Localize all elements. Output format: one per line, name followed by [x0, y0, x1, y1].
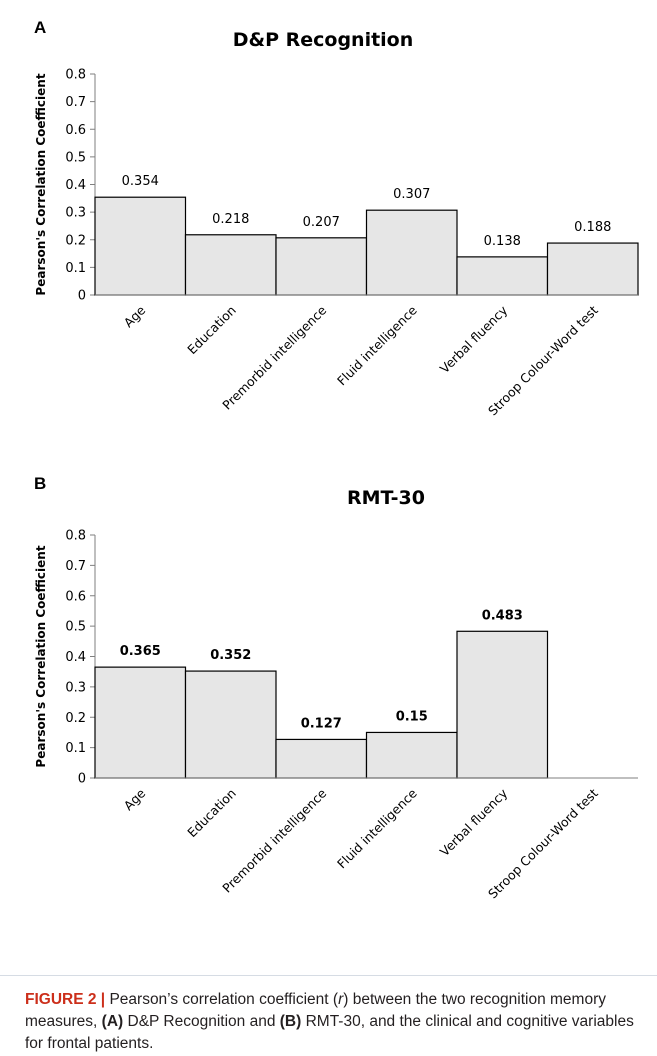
figure-label: FIGURE 2 |	[25, 991, 106, 1008]
chart-a-data-label: 0.207	[303, 215, 340, 230]
chart-b-data-label: 0.365	[120, 644, 161, 659]
chart-a-category-label: Age	[121, 302, 149, 330]
chart-b-y-tick-label: 0.6	[65, 589, 86, 604]
chart-a-bar	[275, 237, 368, 296]
chart-b-bar	[365, 731, 458, 779]
chart-b-y-tick-label: 0.3	[65, 680, 86, 695]
chart-b-data-label: 0.483	[482, 608, 523, 623]
chart-a-y-tick-label: 0.8	[65, 68, 86, 83]
chart-b-category-label: Age	[121, 785, 149, 813]
chart-b-y-axis-label: Pearson's Correlation Coefficient	[34, 545, 48, 767]
chart-a-data-label: 0.307	[393, 187, 430, 202]
chart-a-category-label: Education	[184, 303, 239, 358]
chart-a-category-label: Premorbid intelligence	[219, 302, 329, 412]
chart-a-y-tick-label: 0.3	[65, 206, 86, 221]
figure-caption: FIGURE 2 | Pearson’s correlation coeffic…	[25, 989, 640, 1055]
chart-b-category-label: Education	[184, 786, 239, 841]
chart-a-y-tick-label: 0	[78, 289, 86, 304]
chart-a-y-tick-label: 0.6	[65, 123, 86, 138]
chart-a-category-label: Verbal fluency	[437, 302, 511, 376]
chart-b-y-tick-label: 0.1	[65, 741, 86, 756]
chart-b-category-label: Fluid intelligence	[334, 785, 420, 871]
chart-a-y-tick-label: 0.2	[65, 233, 86, 248]
chart-a-bar	[365, 209, 458, 296]
caption-text-4: RMT-30, and the clinical and cognitive v…	[25, 1013, 634, 1052]
chart-a-bar	[546, 242, 639, 296]
chart-a-y-tick-label: 0.5	[65, 150, 86, 165]
chart-b-y-tick-label: 0.8	[65, 529, 86, 544]
chart-b-data-label: 0.352	[210, 648, 251, 663]
panel-a: A D&P Recognition Pearson's Correlation C…	[0, 0, 657, 470]
chart-a-category-label: Fluid intelligence	[334, 302, 420, 388]
caption-text-2: ) between the two recognition memory mea…	[25, 991, 607, 1030]
chart-a-y-axis-label: Pearson's Correlation Coefficient	[34, 73, 48, 295]
panel-a-letter: A	[34, 18, 47, 37]
chart-b: RMT-30 Pearson's Correlation Coefficient 0…	[34, 487, 638, 901]
chart-a-data-label: 0.188	[574, 220, 611, 235]
chart-a-bar	[94, 196, 187, 296]
chart-a-y-tick-label: 0.4	[65, 178, 86, 193]
chart-b-bar	[275, 738, 368, 779]
chart-a-bar	[184, 234, 277, 296]
chart-b-data-label: 0.15	[396, 709, 428, 724]
chart-b-y-tick-label: 0.4	[65, 650, 86, 665]
chart-a-title: D&P Recognition	[233, 29, 414, 51]
chart-b-y-tick-label: 0.2	[65, 711, 86, 726]
caption-b-label: (B)	[279, 1013, 302, 1030]
chart-a-y-tick-label: 0.1	[65, 261, 86, 276]
chart-b-title: RMT-30	[347, 487, 425, 509]
chart-b-bar	[456, 630, 549, 779]
chart-a-data-label: 0.218	[212, 212, 249, 227]
chart-a-y-tick-label: 0.7	[65, 95, 86, 110]
caption-r-symbol: r	[338, 991, 344, 1008]
panel-b-letter: B	[34, 474, 47, 493]
chart-b-y-tick-label: 0	[78, 772, 86, 787]
chart-a-data-label: 0.354	[122, 174, 159, 189]
caption-a-label: (A)	[101, 1013, 124, 1030]
panel-b: B RMT-30 Pearson's Correlation Coefficien…	[0, 462, 657, 937]
chart-a-bar	[456, 256, 549, 296]
chart-b-y-tick-label: 0.7	[65, 559, 86, 574]
chart-b-y-tick-label: 0.5	[65, 620, 86, 635]
caption-text-3: D&P Recognition and	[123, 1013, 280, 1030]
chart-a-data-label: 0.138	[484, 234, 521, 249]
caption-rule	[0, 975, 657, 1056]
chart-a: D&P Recognition Pearson's Correlation Coe…	[34, 29, 639, 418]
chart-b-category-label: Verbal fluency	[437, 785, 511, 859]
chart-b-category-label: Premorbid intelligence	[219, 785, 329, 895]
caption-text-1: Pearson’s correlation coefficient (	[105, 991, 339, 1008]
chart-b-bar	[184, 670, 277, 779]
chart-b-data-label: 0.127	[301, 716, 342, 731]
chart-b-bar	[94, 666, 187, 779]
